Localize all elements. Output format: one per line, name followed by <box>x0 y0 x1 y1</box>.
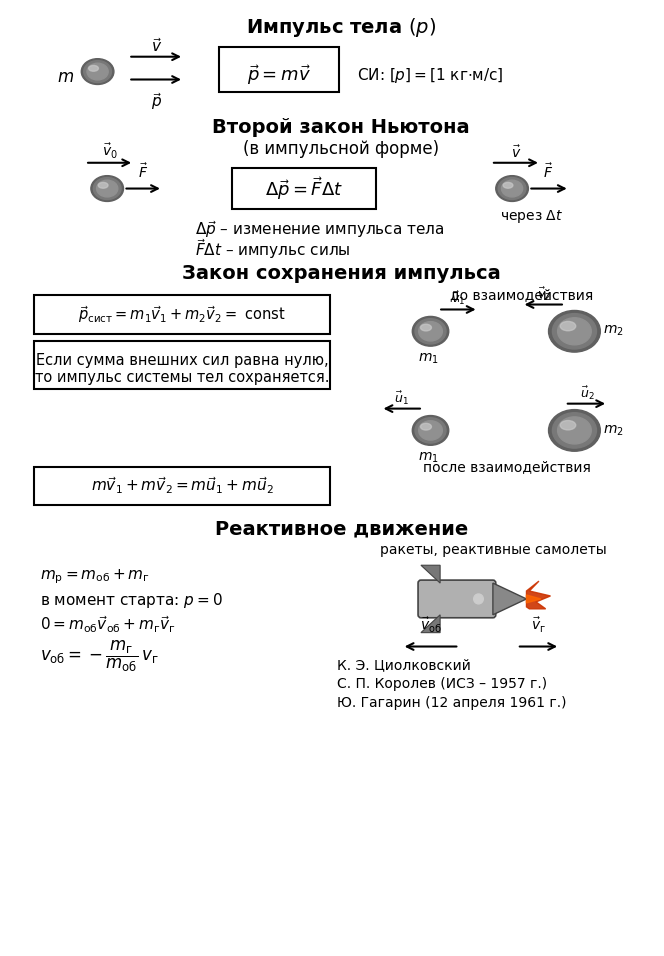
Ellipse shape <box>548 311 600 352</box>
Ellipse shape <box>560 321 576 331</box>
Text: $\vec{p}=m\vec{v}$: $\vec{p}=m\vec{v}$ <box>247 64 311 87</box>
Text: до взаимодействия: до взаимодействия <box>450 288 594 302</box>
Ellipse shape <box>91 176 124 202</box>
Text: Реактивное движение: Реактивное движение <box>214 520 468 538</box>
Ellipse shape <box>498 178 526 200</box>
Text: $m\vec{v}_1+m\vec{v}_2=m\vec{u}_1+m\vec{u}_2$: $m\vec{v}_1+m\vec{v}_2=m\vec{u}_1+m\vec{… <box>90 475 274 496</box>
Ellipse shape <box>88 65 98 72</box>
Text: то импульс системы тел сохраняется.: то импульс системы тел сохраняется. <box>35 370 329 385</box>
Ellipse shape <box>473 594 483 604</box>
Ellipse shape <box>412 316 449 346</box>
Ellipse shape <box>412 416 449 445</box>
Text: Закон сохранения импульса: Закон сохранения импульса <box>182 264 501 283</box>
Text: $\vec{v}_{\rm г}$: $\vec{v}_{\rm г}$ <box>531 616 546 635</box>
Polygon shape <box>527 595 541 603</box>
Ellipse shape <box>98 183 108 188</box>
Bar <box>232 167 376 209</box>
Polygon shape <box>493 583 527 615</box>
Text: $\vec{v}$: $\vec{v}$ <box>511 144 521 161</box>
Text: $\vec{F}$: $\vec{F}$ <box>137 162 148 181</box>
Text: Второй закон Ньютона: Второй закон Ньютона <box>212 119 470 137</box>
Ellipse shape <box>558 317 591 345</box>
Ellipse shape <box>96 180 118 197</box>
Ellipse shape <box>548 409 600 451</box>
Polygon shape <box>527 581 550 609</box>
Ellipse shape <box>415 318 446 344</box>
Ellipse shape <box>501 180 523 197</box>
Ellipse shape <box>560 421 576 430</box>
Text: $m_1$: $m_1$ <box>418 351 439 365</box>
Ellipse shape <box>496 176 529 202</box>
Ellipse shape <box>503 183 513 188</box>
Text: $m_{\rm р}=m_{\rm об}+m_{\rm г}$: $m_{\rm р}=m_{\rm об}+m_{\rm г}$ <box>40 567 150 586</box>
Text: $\vec{p}_{\rm сист}=m_1\vec{v}_1+m_2\vec{v}_2=$ const: $\vec{p}_{\rm сист}=m_1\vec{v}_1+m_2\vec… <box>78 304 286 325</box>
Text: ракеты, реактивные самолеты: ракеты, реактивные самолеты <box>380 543 606 557</box>
Text: Если сумма внешних сил равна нулю,: Если сумма внешних сил равна нулю, <box>36 353 328 368</box>
Text: $0=m_{\rm об}\vec{v}_{\rm об}+m_{\rm г}\vec{v}_{\rm г}$: $0=m_{\rm об}\vec{v}_{\rm об}+m_{\rm г}\… <box>40 615 175 636</box>
Text: С. П. Королев (ИСЗ – 1957 г.): С. П. Королев (ИСЗ – 1957 г.) <box>337 677 548 691</box>
Bar <box>219 47 339 93</box>
Text: $\vec{p}$: $\vec{p}$ <box>151 92 162 113</box>
Ellipse shape <box>552 314 596 349</box>
Ellipse shape <box>420 324 432 331</box>
Text: $\vec{v}_0$: $\vec{v}_0$ <box>102 141 118 161</box>
Ellipse shape <box>419 321 442 341</box>
Ellipse shape <box>419 421 442 440</box>
Ellipse shape <box>94 178 121 200</box>
Bar <box>35 467 330 505</box>
Text: $\vec{v}$: $\vec{v}$ <box>151 36 162 54</box>
Text: $\vec{v}_2$: $\vec{v}_2$ <box>537 285 551 302</box>
Text: СИ: $[p]=[1$ кг$\cdot$м/с$]$: СИ: $[p]=[1$ кг$\cdot$м/с$]$ <box>357 66 503 85</box>
Ellipse shape <box>558 417 591 444</box>
Text: $\vec{v}_{\rm об}$: $\vec{v}_{\rm об}$ <box>420 616 442 635</box>
Text: $\vec{F}\Delta t$ – импульс силы: $\vec{F}\Delta t$ – импульс силы <box>195 237 351 261</box>
Text: Ю. Гагарин (12 апреля 1961 г.): Ю. Гагарин (12 апреля 1961 г.) <box>337 696 567 710</box>
Ellipse shape <box>81 58 114 84</box>
Text: $\vec{u}_2$: $\vec{u}_2$ <box>580 384 594 402</box>
Polygon shape <box>421 565 440 583</box>
Text: Импульс тела $(p)$: Импульс тела $(p)$ <box>246 16 436 39</box>
FancyBboxPatch shape <box>418 580 496 618</box>
Text: в момент старта: $p = 0$: в момент старта: $p = 0$ <box>40 591 223 610</box>
Ellipse shape <box>87 63 108 80</box>
Text: $v_{\rm об}=-\dfrac{m_{\rm г}}{m_{\rm об}}\,v_{\rm г}$: $v_{\rm об}=-\dfrac{m_{\rm г}}{m_{\rm об… <box>40 639 159 674</box>
Text: после взаимодействия: после взаимодействия <box>424 460 591 474</box>
Text: $\vec{F}$: $\vec{F}$ <box>543 162 554 181</box>
Text: $m_1$: $m_1$ <box>418 450 439 465</box>
Text: $m$: $m$ <box>56 68 74 85</box>
Text: $\Delta\vec{p}=\vec{F}\Delta t$: $\Delta\vec{p}=\vec{F}\Delta t$ <box>265 175 343 202</box>
Text: $\vec{v}_1$: $\vec{v}_1$ <box>452 290 465 308</box>
Polygon shape <box>421 615 440 633</box>
Ellipse shape <box>420 424 432 430</box>
Ellipse shape <box>552 413 596 448</box>
Text: (в импульсной форме): (в импульсной форме) <box>243 140 440 158</box>
Text: $\Delta\vec{p}$ – изменение импульса тела: $\Delta\vec{p}$ – изменение импульса тел… <box>195 219 445 240</box>
Ellipse shape <box>84 60 112 82</box>
Bar <box>35 341 330 389</box>
Text: через $\Delta t$: через $\Delta t$ <box>499 208 563 226</box>
Ellipse shape <box>415 418 446 443</box>
Text: $\vec{u}_1$: $\vec{u}_1$ <box>394 389 409 406</box>
Text: $m_2$: $m_2$ <box>603 424 624 438</box>
Bar <box>35 294 330 335</box>
Text: К. Э. Циолковский: К. Э. Циолковский <box>337 659 471 672</box>
Text: $m_2$: $m_2$ <box>603 324 624 338</box>
